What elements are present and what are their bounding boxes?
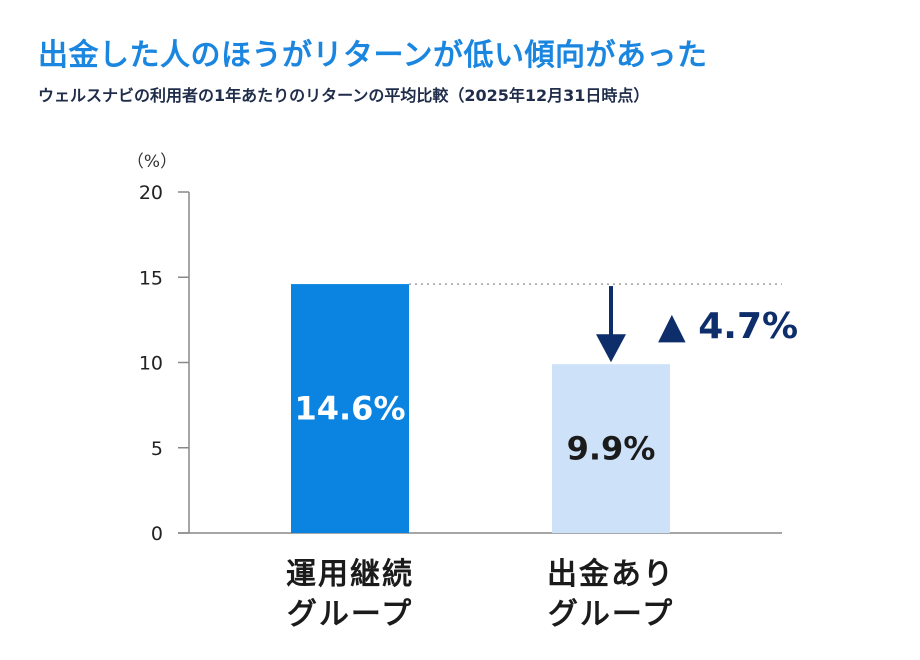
bar-2: [552, 364, 670, 533]
y-tick-label: 5: [151, 438, 163, 460]
category-label-2: 出金あり: [547, 557, 675, 592]
difference-arrow-head: [596, 334, 626, 363]
bar-1: [291, 284, 409, 533]
y-tick-label: 10: [139, 353, 163, 375]
chart-title: 出金した人のほうがリターンが低い傾向があった: [38, 38, 708, 73]
y-tick-label: 15: [139, 267, 163, 289]
data-label-2: 9.9%: [567, 430, 656, 468]
y-tick-label: 0: [151, 523, 163, 545]
category-label-1: 運用継続: [286, 557, 414, 592]
category-label-1: グループ: [287, 597, 413, 632]
data-label-1: 14.6%: [294, 390, 405, 428]
category-label-2: グループ: [548, 597, 674, 632]
y-tick-label: 20: [139, 182, 163, 204]
difference-label: ▲ 4.7%: [658, 306, 798, 347]
y-axis-label: （%）: [127, 152, 177, 172]
chart-subtitle: ウェルスナビの利用者の1年あたりのリターンの平均比較（2025年12月31日時点…: [38, 86, 650, 105]
